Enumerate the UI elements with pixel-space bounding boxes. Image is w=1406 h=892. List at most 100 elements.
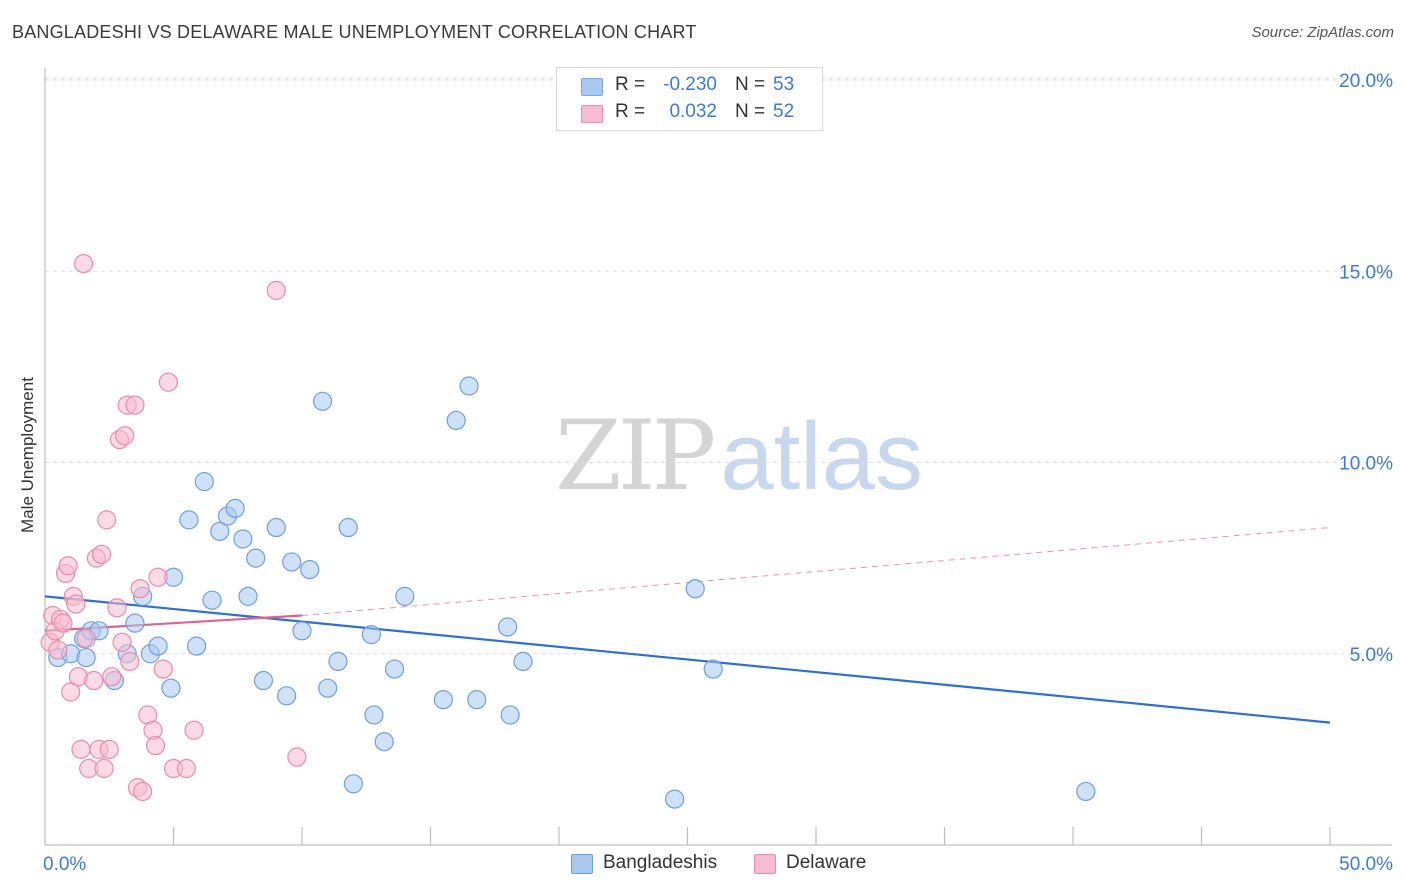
point-bangladeshis <box>361 625 381 645</box>
point-delaware <box>184 720 204 740</box>
legend-n-label: N = <box>735 74 766 95</box>
point-bangladeshis <box>210 521 230 541</box>
point-delaware <box>76 628 96 649</box>
trend-lines <box>44 527 1331 724</box>
legend-row-bangladeshis: R = -0.230 N = 53 <box>557 74 822 100</box>
legend-n-value: 53 <box>773 74 795 95</box>
point-bangladeshis <box>292 621 312 641</box>
point-bangladeshis <box>433 690 453 710</box>
y-tick-label: 10.0% <box>1339 454 1393 475</box>
legend-swatch-delaware <box>581 105 603 123</box>
point-bangladeshis <box>253 670 274 691</box>
point-bangladeshis <box>338 517 358 538</box>
legend-row-delaware: R = 0.032 N = 52 <box>557 101 822 127</box>
axes <box>44 68 1392 846</box>
point-bangladeshis <box>498 617 518 637</box>
legend-label-bangladeshis: Bangladeshis <box>603 852 718 873</box>
point-delaware <box>130 579 150 599</box>
point-delaware <box>94 758 114 779</box>
point-delaware <box>287 747 307 767</box>
point-bangladeshis <box>374 732 394 752</box>
point-bangladeshis <box>179 510 199 530</box>
y-tick-label: 5.0% <box>1350 645 1393 666</box>
legend-label-delaware: Delaware <box>786 852 867 873</box>
point-bangladeshis <box>225 498 245 518</box>
point-bangladeshis <box>1076 781 1096 802</box>
point-delaware <box>125 395 145 415</box>
point-bangladeshis <box>312 391 333 411</box>
point-bangladeshis <box>202 590 222 610</box>
point-bangladeshis <box>384 659 405 679</box>
point-bangladeshis <box>125 613 145 633</box>
point-delaware <box>145 735 166 756</box>
point-bangladeshis <box>343 774 363 794</box>
point-bangladeshis <box>148 636 168 656</box>
legend-swatch-bangladeshis <box>581 78 603 96</box>
point-bangladeshis <box>161 678 181 698</box>
point-delaware <box>153 659 173 679</box>
point-delaware <box>112 632 132 652</box>
point-bangladeshis <box>187 636 207 656</box>
watermark-atlas: atlas <box>720 403 923 510</box>
data-points <box>40 254 1096 809</box>
point-delaware <box>148 567 168 587</box>
point-delaware <box>71 739 91 759</box>
source-label: Source: ZipAtlas.com <box>1251 24 1394 41</box>
point-delaware <box>84 670 104 691</box>
point-bangladeshis <box>266 517 286 538</box>
point-delaware <box>91 544 112 564</box>
gridlines <box>45 77 1392 655</box>
point-delaware <box>158 372 178 392</box>
point-delaware <box>115 426 135 446</box>
legend-swatch-delaware <box>754 854 776 874</box>
watermark: ZIPatlas <box>555 400 923 512</box>
correlation-legend: R = -0.230 N = 53 R = 0.032 N = 52 <box>556 67 823 131</box>
point-delaware <box>73 254 94 274</box>
legend-r-label: R = <box>615 74 646 95</box>
legend-r-value: -0.230 <box>663 74 717 95</box>
point-bangladeshis <box>685 579 705 599</box>
point-delaware <box>133 781 153 802</box>
point-bangladeshis <box>703 659 723 679</box>
point-delaware <box>107 598 127 618</box>
chart-title: BANGLADESHI VS DELAWARE MALE UNEMPLOYMEN… <box>12 22 697 42</box>
point-delaware <box>102 667 122 687</box>
legend-r-label: R = <box>615 101 646 122</box>
point-delaware <box>61 682 81 702</box>
legend-n-value: 52 <box>773 101 795 122</box>
point-bangladeshis <box>246 548 266 568</box>
point-bangladeshis <box>194 472 214 492</box>
point-delaware <box>99 739 119 759</box>
series-legend: Bangladeshis Delaware <box>0 852 1406 878</box>
point-bangladeshis <box>233 529 253 549</box>
point-bangladeshis <box>395 586 415 606</box>
point-bangladeshis <box>318 678 338 698</box>
point-bangladeshis <box>467 690 487 710</box>
point-delaware <box>120 651 140 672</box>
legend-r-value: 0.032 <box>669 101 717 122</box>
point-delaware <box>48 640 68 660</box>
point-bangladeshis <box>238 586 258 606</box>
point-delaware <box>66 594 86 614</box>
x-tick-label: 0.0% <box>43 854 86 875</box>
point-bangladeshis <box>364 705 384 725</box>
point-bangladeshis <box>276 686 297 706</box>
point-bangladeshis <box>282 552 302 572</box>
trend-line-bangladeshis <box>44 595 1331 724</box>
point-delaware <box>176 758 196 779</box>
x-tick-label: 50.0% <box>1339 854 1393 875</box>
point-delaware <box>97 510 117 530</box>
point-bangladeshis <box>446 410 466 431</box>
trend-line-delaware <box>301 527 1331 616</box>
point-delaware <box>58 556 78 576</box>
legend-swatch-bangladeshis <box>571 854 593 874</box>
point-bangladeshis <box>459 376 479 396</box>
point-delaware <box>53 613 73 633</box>
point-delaware <box>266 280 286 300</box>
point-bangladeshis <box>328 651 348 672</box>
point-bangladeshis <box>300 559 320 580</box>
watermark-zip: ZIP <box>555 400 716 512</box>
tick-labels: 5.0% 10.0% 15.0% 20.0% 0.0% 50.0% <box>43 71 1393 875</box>
y-tick-label: 20.0% <box>1339 71 1393 92</box>
